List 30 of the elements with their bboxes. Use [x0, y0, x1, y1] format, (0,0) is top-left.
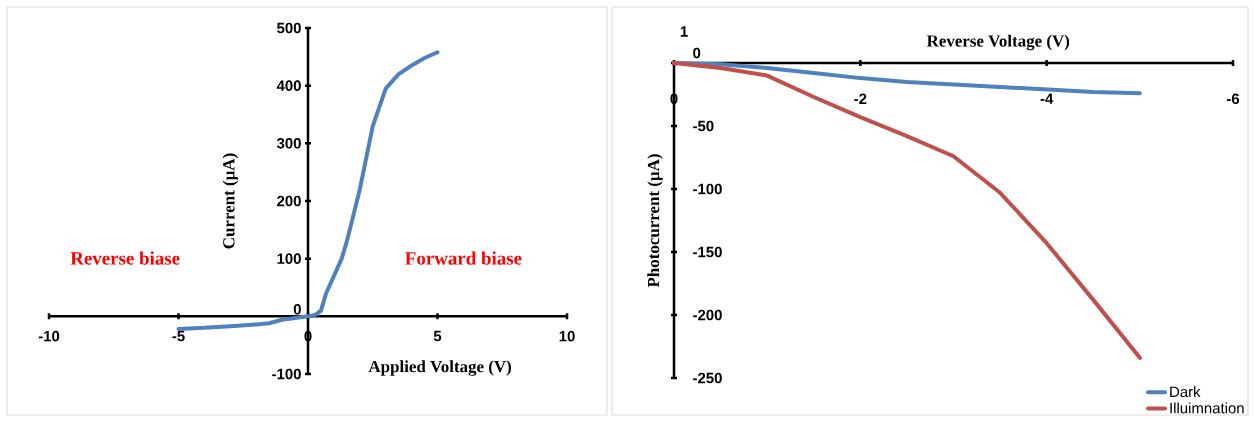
- y-tick-label: 200: [277, 195, 301, 207]
- y-tick-label: -200: [693, 309, 722, 321]
- y-tick-label: 500: [277, 22, 301, 34]
- x-axis-title: Applied Voltage (V): [368, 360, 512, 376]
- y-tick-label: 300: [276, 138, 301, 149]
- x-tick-label: -2: [854, 93, 867, 104]
- y-tick-label: -150: [693, 246, 722, 258]
- y-axis-title: Photocurrent (µA): [647, 154, 663, 288]
- y-tick-label: 0: [693, 47, 701, 59]
- x-axis-title: Reverse Voltage (V): [926, 34, 1070, 51]
- x-tick-label: 10: [559, 330, 575, 342]
- y-tick-label: 400: [276, 80, 301, 91]
- y-tick-label: 100: [277, 253, 301, 264]
- y-tick-label: -100: [693, 183, 722, 195]
- annotation: Reverse biase: [70, 251, 180, 265]
- legend-label: Dark: [1170, 386, 1201, 398]
- y-tick-label: -100: [272, 368, 301, 380]
- y-tick-label: -50: [693, 120, 714, 132]
- x-tick-label: -4: [1040, 93, 1054, 104]
- annotation: Forward biase: [405, 251, 522, 265]
- y-tick-label: -250: [693, 372, 722, 384]
- y-tick-label: 0: [293, 304, 301, 315]
- x-tick-label: 5: [433, 330, 442, 342]
- x-tick-label: -5: [172, 330, 185, 342]
- x-tick-label: -6: [1226, 93, 1240, 105]
- y-axis-title: Current (µA): [222, 153, 238, 249]
- x-tick-label: -10: [38, 330, 60, 342]
- line-series: [672, 61, 1142, 360]
- text: 1: [680, 26, 688, 37]
- legend-label: Illuimnation: [1170, 402, 1244, 414]
